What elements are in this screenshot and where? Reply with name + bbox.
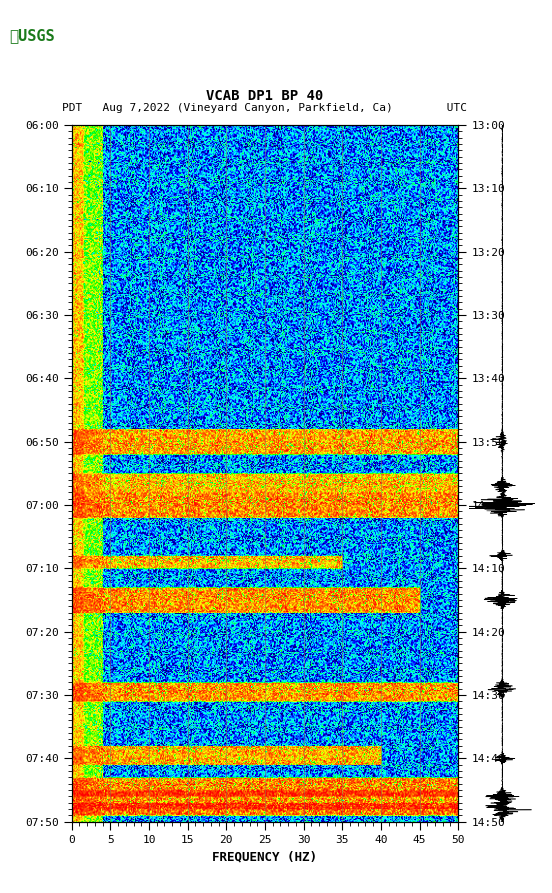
Text: VCAB DP1 BP 40: VCAB DP1 BP 40 xyxy=(206,88,323,103)
Text: ⊿USGS: ⊿USGS xyxy=(9,29,55,43)
Text: PDT   Aug 7,2022 (Vineyard Canyon, Parkfield, Ca)        UTC: PDT Aug 7,2022 (Vineyard Canyon, Parkfie… xyxy=(62,104,468,113)
X-axis label: FREQUENCY (HZ): FREQUENCY (HZ) xyxy=(213,850,317,864)
